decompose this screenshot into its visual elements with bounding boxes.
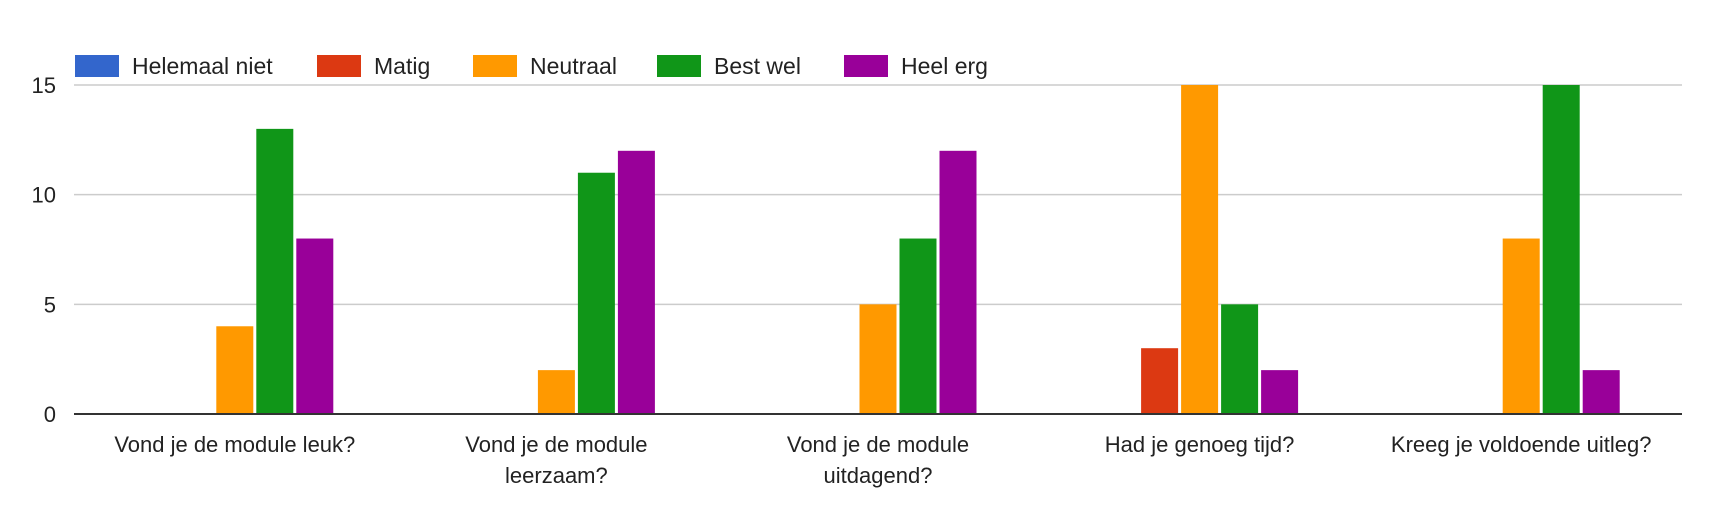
bar-heel-erg: [1582, 370, 1620, 414]
legend-label: Matig: [374, 53, 430, 79]
legend-swatch: [844, 55, 888, 77]
y-tick-label: 0: [44, 402, 56, 427]
legend-swatch: [317, 55, 361, 77]
bar-neutraal: [537, 370, 575, 414]
x-category-label: Had je genoeg tijd?: [1105, 432, 1295, 457]
legend-swatch: [473, 55, 517, 77]
bar-neutraal: [859, 304, 897, 414]
bar-best-wel: [577, 172, 615, 414]
legend-label: Heel erg: [901, 53, 988, 79]
legend-item: Matig: [317, 53, 430, 79]
bar-best-wel: [899, 238, 937, 414]
legend-label: Best wel: [714, 53, 801, 79]
x-category-label: Kreeg je voldoende uitleg?: [1391, 432, 1652, 457]
legend-item: Helemaal niet: [75, 53, 273, 79]
legend-item: Neutraal: [473, 53, 617, 79]
bar-neutraal: [1181, 85, 1219, 414]
y-tick-label: 5: [44, 292, 56, 317]
legend-swatch: [657, 55, 701, 77]
bar-heel-erg: [296, 238, 334, 414]
legend: Helemaal niet Matig Neutraal Best wel Heel e…: [75, 53, 988, 79]
bar-best-wel: [1542, 85, 1580, 414]
legend-label: Helemaal niet: [132, 53, 273, 79]
x-category-label: Vond je de module uitdagend?: [787, 432, 969, 488]
legend-item: Best wel: [657, 53, 801, 79]
y-axis-ticks: 0 5 10 15: [32, 73, 56, 427]
legend-swatch: [75, 55, 119, 77]
bar-best-wel: [256, 128, 294, 414]
bars: [216, 85, 1620, 415]
bar-neutraal: [216, 326, 254, 414]
bar-heel-erg: [1261, 370, 1299, 414]
y-tick-label: 15: [32, 73, 56, 98]
x-category-label: Vond je de module leerzaam?: [465, 432, 647, 488]
bar-matig: [1141, 348, 1179, 414]
bar-best-wel: [1221, 304, 1259, 414]
bar-neutraal: [1502, 238, 1540, 414]
bar-heel-erg: [617, 150, 655, 415]
legend-label: Neutraal: [530, 53, 617, 79]
legend-item: Heel erg: [844, 53, 988, 79]
y-tick-label: 10: [32, 183, 56, 208]
bar-heel-erg: [939, 150, 977, 415]
x-category-label: Vond je de module leuk?: [114, 432, 355, 457]
x-axis-labels: Vond je de module leuk? Vond je de module…: [114, 432, 1651, 488]
